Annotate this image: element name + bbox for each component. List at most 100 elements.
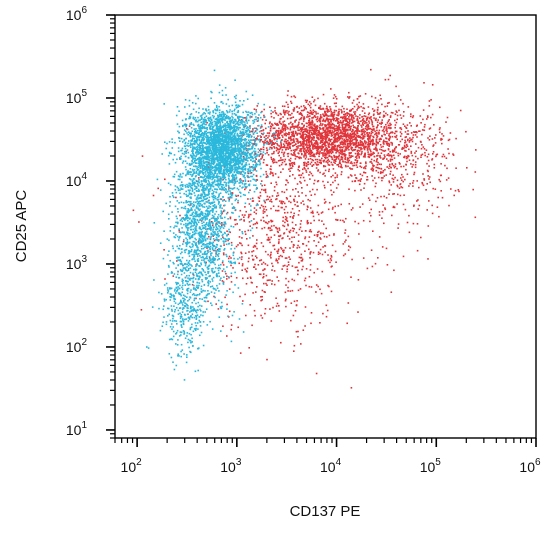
data-point (383, 110, 385, 113)
data-point (408, 159, 411, 161)
data-point (177, 189, 180, 192)
data-point (256, 286, 258, 288)
data-point (197, 116, 199, 119)
data-point (286, 126, 289, 129)
data-point (333, 130, 336, 133)
data-point (294, 310, 297, 312)
data-point (295, 224, 297, 226)
data-point (309, 257, 311, 259)
data-point (377, 142, 379, 145)
data-point (240, 121, 242, 123)
data-point (319, 171, 321, 174)
data-point (248, 135, 251, 138)
data-point (379, 172, 382, 175)
data-point (332, 143, 334, 145)
data-point (213, 204, 216, 206)
data-point (304, 99, 307, 102)
data-point (241, 237, 243, 239)
data-point (241, 135, 244, 138)
data-point (278, 134, 280, 137)
data-point (315, 118, 318, 121)
data-point (422, 109, 425, 111)
data-point (292, 216, 294, 218)
data-point (348, 126, 351, 128)
data-point (218, 109, 221, 111)
data-point (400, 165, 402, 168)
data-point (252, 292, 254, 294)
data-point (269, 173, 272, 175)
data-point (297, 147, 299, 149)
data-point (223, 134, 226, 136)
data-point (241, 244, 243, 247)
data-point (385, 112, 387, 115)
data-point (276, 230, 279, 233)
data-point (348, 142, 350, 145)
data-point (279, 147, 282, 149)
data-point (246, 277, 249, 279)
data-point (255, 221, 258, 224)
data-point (222, 102, 224, 105)
data-point (191, 150, 193, 152)
data-point (372, 164, 374, 166)
data-point (234, 166, 236, 168)
data-point (253, 218, 255, 220)
data-point (287, 103, 289, 106)
data-point (300, 157, 302, 159)
data-point (164, 141, 166, 143)
data-point (192, 116, 195, 119)
data-point (428, 165, 430, 167)
data-point (334, 137, 336, 140)
data-point (349, 152, 352, 155)
data-point (262, 245, 265, 248)
data-point (195, 162, 198, 164)
data-point (427, 116, 429, 119)
data-point (229, 163, 232, 165)
data-point (269, 308, 271, 310)
data-point (275, 305, 278, 307)
data-point (304, 237, 306, 240)
data-point (246, 141, 248, 143)
data-point (388, 101, 390, 104)
data-point (289, 258, 291, 260)
data-point (404, 178, 406, 181)
data-point (378, 211, 381, 213)
data-point (338, 144, 341, 147)
data-point (328, 152, 330, 155)
data-point (377, 99, 380, 102)
data-point (314, 161, 316, 164)
data-point (322, 123, 324, 125)
data-point (332, 181, 334, 184)
data-point (420, 141, 422, 143)
data-point (302, 120, 305, 122)
data-point (279, 112, 282, 115)
data-point (389, 127, 392, 129)
data-point (311, 147, 314, 149)
data-point (252, 169, 254, 172)
data-point (263, 159, 265, 161)
data-point (316, 147, 318, 150)
data-point (344, 117, 347, 119)
data-point (309, 157, 312, 160)
data-point (285, 111, 287, 114)
data-point (352, 124, 354, 127)
data-point (335, 148, 337, 150)
data-point (296, 205, 299, 207)
data-point (253, 119, 256, 121)
data-point (300, 117, 303, 119)
data-point (270, 320, 273, 322)
data-point (325, 140, 327, 142)
data-point (376, 102, 379, 105)
data-point (359, 173, 362, 175)
data-point (281, 134, 283, 137)
data-point (246, 175, 249, 177)
data-point (236, 223, 238, 225)
data-point (402, 203, 405, 206)
data-point (329, 108, 332, 110)
data-point (351, 258, 353, 261)
data-point (337, 130, 340, 132)
data-point (364, 166, 366, 168)
data-point (399, 114, 402, 116)
data-point (279, 254, 282, 257)
data-point (372, 165, 374, 168)
data-point (372, 179, 374, 182)
